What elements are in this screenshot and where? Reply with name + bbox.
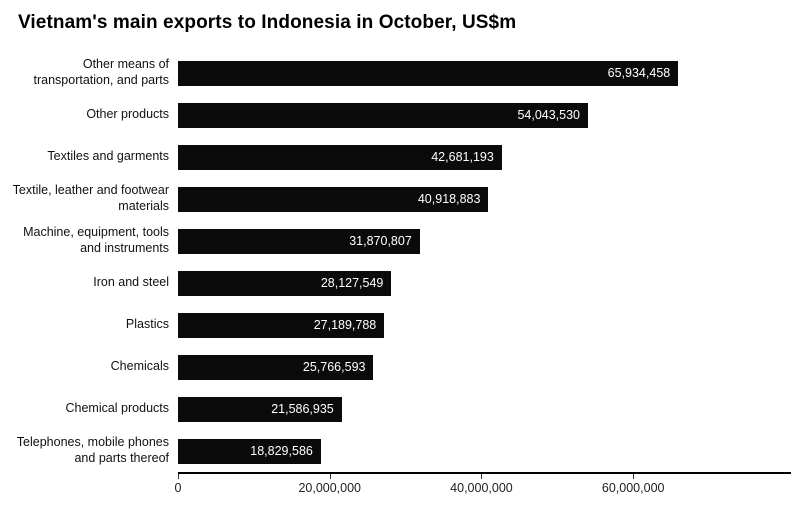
category-label: Other products	[86, 107, 169, 122]
bar-row: Other products 54,043,530	[10, 94, 791, 136]
bar[interactable]: 42,681,193	[178, 144, 502, 170]
x-axis: 0 20,000,000 40,000,000 60,000,000	[10, 472, 791, 498]
value-label: 28,127,549	[320, 276, 384, 290]
value-label: 42,681,193	[431, 150, 494, 164]
bar-track: 54,043,530	[178, 94, 791, 136]
bar-track: 27,189,788	[178, 304, 791, 346]
category-label: Textiles and garments	[47, 149, 169, 164]
bar[interactable]: 31,870,807	[178, 228, 420, 254]
x-axis-tick-label: 40,000,000	[450, 481, 513, 495]
x-axis-tick-label: 20,000,000	[298, 481, 361, 495]
bar-row: Chemical products 21,586,935	[10, 388, 791, 430]
x-axis-tick	[633, 474, 635, 479]
chart-title: Vietnam's main exports to Indonesia in O…	[18, 12, 517, 33]
bar[interactable]: 54,043,530	[178, 102, 588, 128]
bar-track: 21,586,935	[178, 388, 791, 430]
bar-track: 40,918,883	[178, 178, 791, 220]
bar[interactable]: 28,127,549	[178, 270, 392, 296]
bar-row: Textile, leather and footwear materials 4…	[10, 178, 791, 220]
bar-row: Plastics 27,189,788	[10, 304, 791, 346]
value-label: 65,934,458	[607, 66, 671, 80]
bar-track: 42,681,193	[178, 136, 791, 178]
value-label: 27,189,788	[313, 318, 377, 332]
x-axis-tick	[481, 474, 483, 479]
bar[interactable]: 65,934,458	[178, 60, 679, 86]
category-label: Textile, leather and footwear materials	[12, 183, 169, 213]
value-label: 18,829,586	[250, 444, 313, 458]
bar-row: Machine, equipment, tools and instrument…	[10, 220, 791, 262]
value-label: 25,766,593	[302, 360, 366, 374]
category-label: Machine, equipment, tools and instrument…	[23, 225, 169, 255]
category-label: Plastics	[125, 317, 169, 332]
bar-row: Textiles and garments 42,681,193	[10, 136, 791, 178]
x-axis-tick	[329, 474, 331, 479]
bar-rows: Other means of transportation, and parts…	[10, 52, 791, 472]
axis-spacer	[10, 472, 178, 498]
bar-row: Telephones, mobile phones and parts ther…	[10, 430, 791, 472]
x-axis-tick	[178, 474, 179, 479]
x-axis-tick-label: 60,000,000	[601, 481, 665, 495]
x-axis-tick-label: 0	[174, 481, 182, 495]
bar[interactable]: 40,918,883	[178, 186, 489, 212]
plot-area: Other means of transportation, and parts…	[10, 52, 791, 498]
category-label: Telephones, mobile phones and parts ther…	[16, 435, 169, 465]
bar-row: Chemicals 25,766,593	[10, 346, 791, 388]
category-label: Chemicals	[110, 359, 169, 374]
bar-track: 18,829,586	[178, 430, 791, 472]
x-axis-line: 0 20,000,000 40,000,000 60,000,000	[174, 472, 791, 498]
bar-row: Other means of transportation, and parts…	[10, 52, 791, 94]
category-label: Chemical products	[65, 401, 169, 416]
bar-track: 31,870,807	[178, 220, 791, 262]
bar-track: 25,766,593	[178, 346, 791, 388]
value-label: 31,870,807	[349, 234, 412, 248]
bar-track: 28,127,549	[178, 262, 791, 304]
value-label: 54,043,530	[517, 108, 580, 122]
bar[interactable]: 27,189,788	[178, 312, 385, 338]
value-label: 40,918,883	[417, 192, 481, 206]
bar[interactable]: 21,586,935	[178, 396, 342, 422]
value-label: 21,586,935	[271, 402, 334, 416]
category-label: Other means of transportation, and parts	[33, 57, 170, 87]
bar-track: 65,934,458	[178, 52, 791, 94]
category-label: Iron and steel	[93, 275, 169, 290]
bar-row: Iron and steel 28,127,549	[10, 262, 791, 304]
bar[interactable]: 18,829,586	[178, 438, 321, 464]
bar[interactable]: 25,766,593	[178, 354, 374, 380]
